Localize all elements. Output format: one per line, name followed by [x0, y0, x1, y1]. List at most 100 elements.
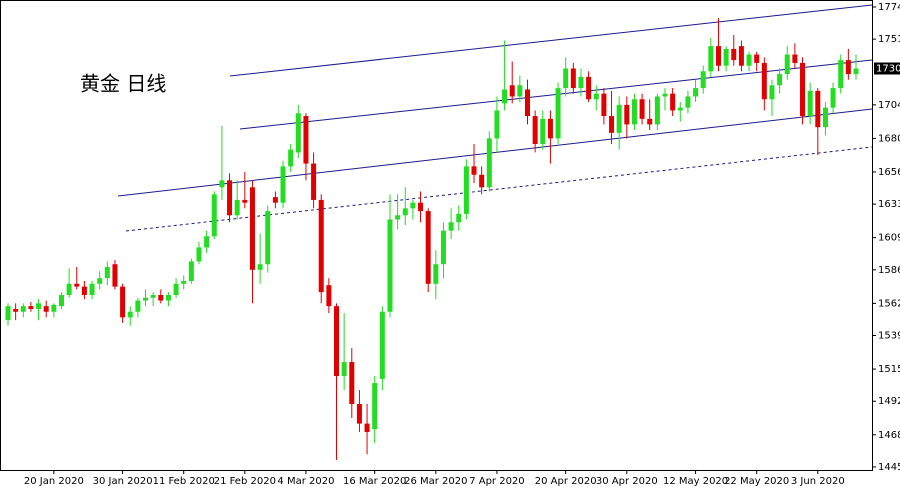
candle-body	[654, 96, 660, 125]
candle-body	[28, 306, 34, 309]
y-tick-label: 1445	[878, 462, 900, 473]
last-price-box	[874, 62, 900, 75]
candle-body	[547, 118, 553, 139]
candle-body	[242, 199, 248, 203]
candle-body	[143, 297, 149, 301]
candle-body	[853, 68, 859, 75]
y-tick-label: 1539	[878, 331, 900, 342]
candle-body	[647, 118, 653, 125]
candle-body	[761, 62, 767, 100]
candle-body	[13, 308, 19, 312]
candle-body	[715, 46, 721, 66]
candle-body	[265, 211, 271, 265]
candle-body	[280, 166, 286, 203]
candle-body	[524, 89, 530, 117]
candle-body	[43, 306, 49, 312]
candle-body	[326, 285, 332, 307]
candle-body	[127, 311, 133, 318]
x-tick-label: 12 May 2020	[663, 476, 728, 487]
candle-body	[196, 247, 202, 262]
x-tick-label: 20 Apr 2020	[535, 476, 597, 487]
candle-body	[219, 180, 225, 188]
chart-title: 黄金 日线	[80, 72, 166, 96]
y-tick-label: 1586	[878, 265, 900, 276]
candle-body	[158, 294, 164, 301]
candle-body	[135, 300, 141, 312]
candle-body	[188, 261, 194, 281]
candle-body	[517, 85, 523, 97]
candle-body	[112, 264, 118, 287]
x-tick-label: 21 Feb 2020	[214, 476, 276, 487]
y-tick-label: 1774	[878, 2, 900, 13]
candle-body	[81, 286, 87, 295]
candle-body	[97, 278, 103, 284]
candle-body	[379, 311, 385, 379]
candle-body	[349, 362, 355, 405]
candle-body	[58, 294, 64, 307]
x-tick-label: 11 Feb 2020	[153, 476, 215, 487]
candle-body	[563, 68, 569, 89]
candle-body	[395, 215, 401, 220]
candle-body	[532, 116, 538, 144]
candle-body	[800, 62, 806, 117]
candle-body	[418, 202, 424, 212]
candle-body	[104, 267, 110, 279]
y-tick-label: 1609	[878, 233, 900, 244]
plot-frame	[0, 0, 873, 471]
candle-body	[838, 60, 844, 89]
x-tick-label: 20 Jan 2020	[24, 476, 84, 487]
candle-body	[662, 93, 668, 97]
candle-body	[830, 88, 836, 108]
candle-body	[356, 404, 362, 424]
candle-body	[311, 163, 317, 200]
y-tick-label: 1562	[878, 298, 900, 309]
candle-body	[792, 54, 798, 63]
x-tick-label: 30 Apr 2020	[596, 476, 658, 487]
candle-body	[479, 174, 485, 188]
x-tick-label: 22 May 2020	[724, 476, 789, 487]
candle-body	[822, 107, 828, 128]
y-tick-label: 1704	[878, 100, 900, 111]
candle-body	[494, 110, 500, 139]
candle-body	[318, 199, 324, 293]
candle-body	[303, 116, 309, 164]
candle-body	[685, 96, 691, 108]
candle-body	[677, 107, 683, 111]
candle-body	[456, 213, 462, 223]
candle-body	[249, 187, 255, 270]
candle-body	[372, 383, 378, 430]
candle-body	[89, 283, 95, 295]
candle-body	[578, 76, 584, 89]
candle-body	[845, 60, 851, 75]
candle-body	[257, 264, 263, 270]
candle-body	[433, 264, 439, 284]
candle-body	[288, 149, 294, 167]
candle-body	[5, 306, 11, 321]
candle-body	[74, 283, 80, 287]
candle-body	[20, 306, 26, 312]
candle-body	[471, 166, 477, 175]
candle-body	[738, 46, 744, 66]
candle-body	[341, 362, 347, 377]
x-tick-label: 30 Jan 2020	[93, 476, 153, 487]
candle-body	[410, 202, 416, 209]
candle-body	[746, 54, 752, 66]
candle-body	[440, 230, 446, 265]
candle-body	[36, 303, 42, 309]
candle-body	[387, 219, 393, 312]
y-tick-label: 1515	[878, 364, 900, 375]
candle-body	[234, 199, 240, 216]
candle-body	[463, 166, 469, 214]
candle-body	[708, 46, 714, 72]
candle-body	[639, 99, 645, 119]
y-tick-label: 1680	[878, 133, 900, 144]
candle-body	[754, 54, 760, 63]
candle-body	[670, 93, 676, 111]
candle-body	[731, 48, 737, 61]
candle-body	[807, 90, 813, 117]
candle-body	[609, 116, 615, 133]
candle-body	[723, 48, 729, 66]
candle-body	[631, 99, 637, 125]
